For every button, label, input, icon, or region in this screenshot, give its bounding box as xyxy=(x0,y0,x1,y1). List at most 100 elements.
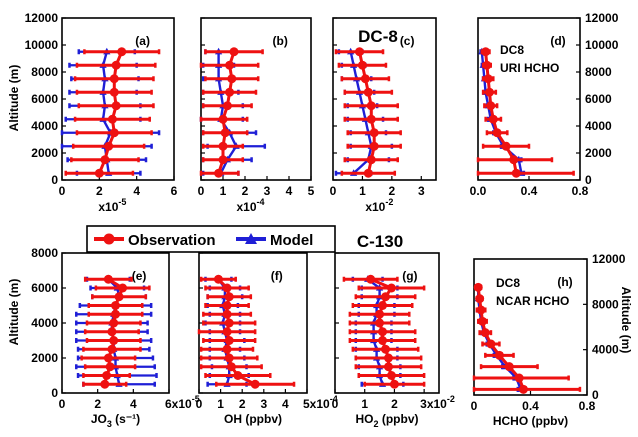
x-tick-label: 0 xyxy=(59,184,66,198)
panel-b-frame xyxy=(200,17,312,181)
obs-point xyxy=(109,318,119,328)
x-tick-label: 0.0 xyxy=(470,184,487,198)
x-tick-label: 3 xyxy=(264,184,271,198)
legend-model-marker xyxy=(245,233,257,244)
obs-point xyxy=(514,373,524,383)
obs-point xyxy=(381,344,391,354)
obs-point xyxy=(386,283,396,293)
y-tick-label: 8000 xyxy=(585,65,612,79)
obs-point xyxy=(94,168,104,178)
obs-point xyxy=(250,379,260,389)
x-tick-exponent: -4 xyxy=(330,394,338,404)
obs-profile-line xyxy=(217,51,236,174)
obs-point xyxy=(378,336,388,345)
y-tick-label: 12000 xyxy=(592,252,626,266)
x-tick-label: 4 xyxy=(133,184,140,198)
panel-e: 0 2000 4000 6000 8000 0 2 4 6x10-5 JO3 (s⁻¹) (e) xyxy=(31,246,199,429)
x-multiplier: x10-5 xyxy=(98,197,126,214)
obs-point xyxy=(486,101,496,111)
x-axis-label: OH (ppbv) xyxy=(224,412,282,426)
obs-point xyxy=(477,316,487,326)
obs-point xyxy=(501,141,511,151)
y-tick-label: 6000 xyxy=(31,92,58,106)
obs-point xyxy=(222,327,232,337)
obs-point xyxy=(109,128,119,138)
legend: Observation Model xyxy=(86,225,336,253)
y-tick-label: 8000 xyxy=(31,246,58,260)
x-tick-label: 2 xyxy=(94,397,101,411)
x-tick-label: 0 xyxy=(332,397,339,411)
y-tick-label: 4000 xyxy=(592,343,619,357)
x-tick-label: 2 xyxy=(391,397,398,411)
legend-observation-label: Observation xyxy=(128,232,216,249)
x-tick-label: 1 xyxy=(217,397,224,411)
panel-label-f: (f) xyxy=(271,269,283,283)
obs-point xyxy=(222,344,232,354)
y-tick-label: 4000 xyxy=(585,119,612,133)
x-axis-label-unit: (ppbv) xyxy=(379,412,419,426)
panel-b: 0 1 2 3 4 5 x10-4 (b) xyxy=(198,17,315,214)
panel-label-b: (b) xyxy=(273,34,288,48)
x-tick-label: 3x10-2 xyxy=(420,394,455,411)
x-tick-label: 0 xyxy=(198,184,205,198)
x-tick-label: 0.4 xyxy=(522,399,539,413)
x-axis-label: JO3 (s⁻¹) xyxy=(91,412,140,429)
y-tick-label: 2000 xyxy=(31,146,58,160)
y-tick-label: 6000 xyxy=(31,281,58,295)
obs-point xyxy=(494,350,504,360)
obs-point xyxy=(213,274,223,284)
obs-profile-line xyxy=(476,287,525,390)
obs-point xyxy=(224,318,234,328)
x-axis-label-subscript: 2 xyxy=(373,419,378,429)
obs-point xyxy=(366,274,376,284)
x-multiplier-exponent: -5 xyxy=(118,197,126,207)
obs-point xyxy=(222,101,232,111)
y-axis-label-top: Altitude (m) xyxy=(7,65,21,132)
x-axis-label-subscript: 3 xyxy=(107,419,112,429)
x-multiplier-exponent: -4 xyxy=(257,197,265,207)
obs-point xyxy=(363,168,373,178)
panel-d: 0 2000 4000 6000 8000 10000 12000 0.0 0.4 0.8 (d) D… xyxy=(470,11,619,198)
obs-point xyxy=(114,292,124,302)
obs-point xyxy=(476,305,486,315)
obs-point xyxy=(222,301,232,310)
obs-point xyxy=(111,60,121,70)
panel-annotation: DC8 xyxy=(500,43,524,57)
y-axis-label-bottom: Altitude (m) xyxy=(7,279,21,346)
obs-point xyxy=(375,318,385,328)
obs-point xyxy=(354,47,364,57)
obs-point xyxy=(218,141,228,151)
obs-point xyxy=(227,74,237,84)
obs-point xyxy=(369,128,379,138)
obs-point xyxy=(360,74,370,84)
obs-point xyxy=(378,327,388,337)
obs-point xyxy=(118,283,128,293)
obs-profile-line xyxy=(358,51,376,174)
obs-point xyxy=(381,292,391,302)
x-tick-exponent: -2 xyxy=(447,394,455,404)
x-tick-label: 2 xyxy=(96,184,103,198)
obs-point xyxy=(109,336,119,345)
x-tick-label: 2 xyxy=(242,184,249,198)
obs-profile-line xyxy=(484,51,518,174)
x-tick-label: 0 xyxy=(59,397,66,411)
row-title-top: DC-8 xyxy=(358,27,398,46)
obs-point xyxy=(117,47,127,57)
x-tick-label: 2 xyxy=(239,397,246,411)
obs-point xyxy=(357,60,367,70)
model-profile-line xyxy=(349,51,373,175)
obs-point xyxy=(488,114,498,124)
obs-point xyxy=(511,168,521,178)
y-tick-label: 10000 xyxy=(25,38,59,52)
row-title-bottom: C-130 xyxy=(357,232,403,251)
y-tick-label: 2000 xyxy=(585,146,612,160)
obs-point xyxy=(486,339,496,349)
obs-point xyxy=(109,87,119,97)
obs-point xyxy=(473,282,483,292)
obs-point xyxy=(369,141,379,151)
x-tick-label: 0 xyxy=(196,397,203,411)
panel-annotation: NCAR HCHO xyxy=(496,294,569,308)
x-tick-label: 0 xyxy=(471,399,478,413)
